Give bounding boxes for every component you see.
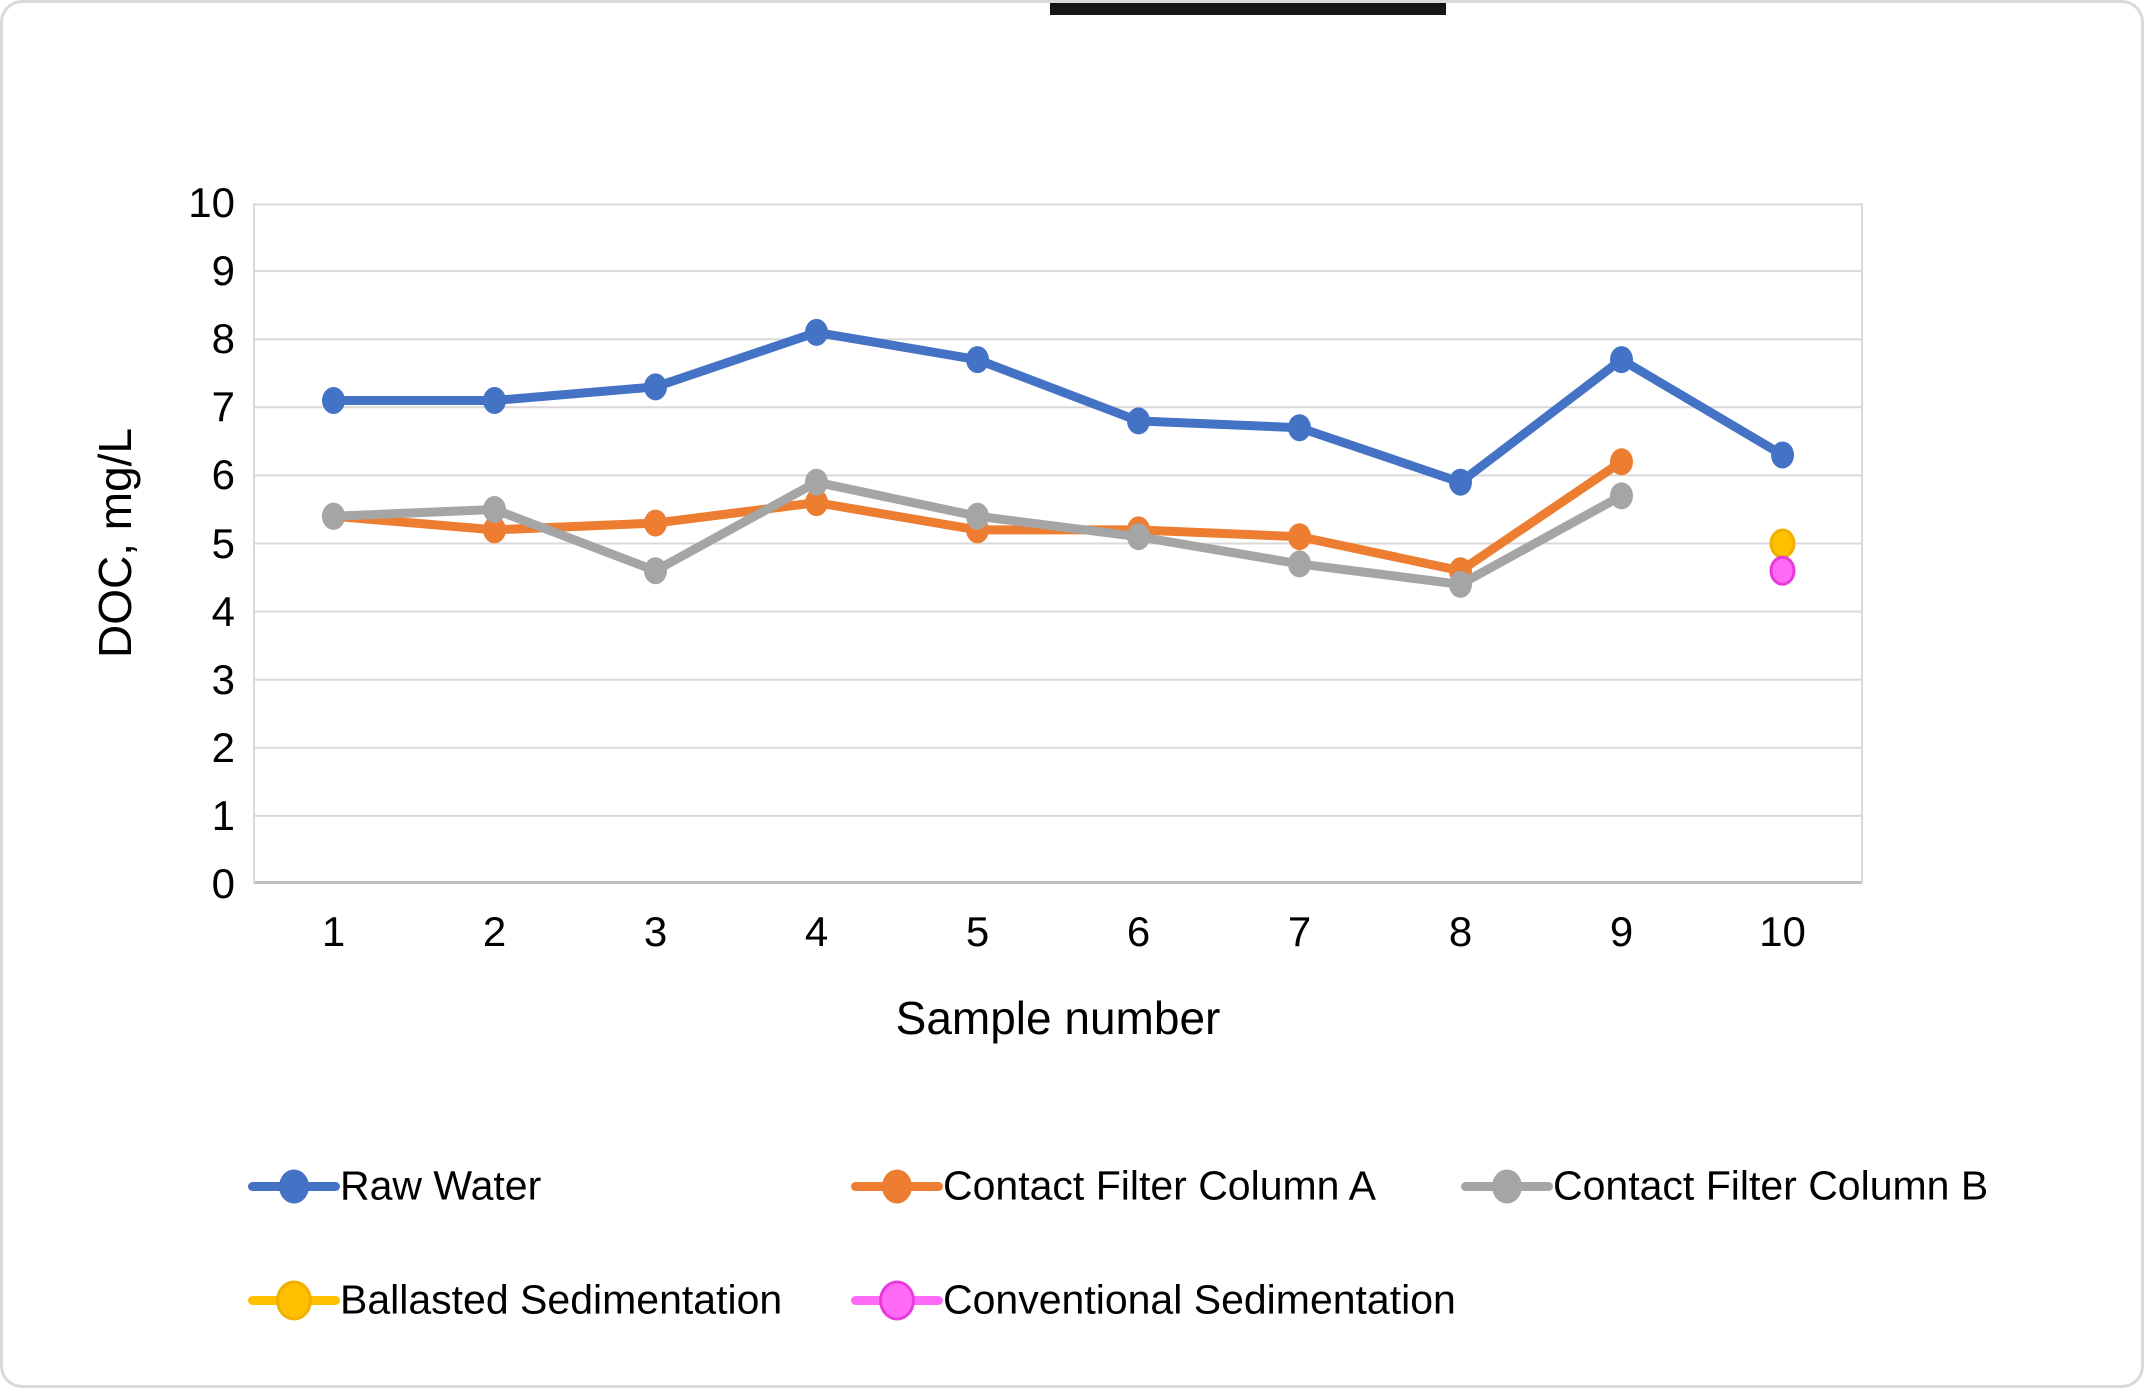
legend-item: Conventional Sedimentation bbox=[851, 1277, 1456, 1324]
data-point-marker bbox=[1127, 407, 1150, 435]
data-point-marker bbox=[322, 386, 345, 414]
data-point-marker bbox=[644, 373, 667, 401]
data-point-marker bbox=[483, 495, 506, 523]
data-point-marker bbox=[1449, 570, 1472, 598]
window-edge-artifact bbox=[1050, 3, 1446, 15]
y-tick-label: 1 bbox=[211, 791, 235, 839]
data-point-marker bbox=[1610, 482, 1633, 510]
y-tick-label: 8 bbox=[211, 315, 235, 363]
data-point-marker bbox=[1769, 528, 1796, 559]
data-point-marker bbox=[805, 468, 828, 496]
legend-marker-icon bbox=[1461, 1168, 1553, 1204]
data-point-marker bbox=[1610, 448, 1633, 476]
x-tick-label: 10 bbox=[1759, 908, 1806, 955]
y-tick-label: 3 bbox=[211, 655, 235, 703]
legend-item: Contact Filter Column B bbox=[1461, 1163, 1988, 1210]
y-tick-label: 5 bbox=[211, 519, 235, 567]
x-tick-label: 3 bbox=[643, 908, 668, 955]
y-tick-label: 10 bbox=[188, 179, 235, 226]
legend-marker-icon bbox=[851, 1168, 943, 1204]
data-point-marker bbox=[322, 502, 345, 530]
data-point-marker bbox=[1288, 523, 1311, 551]
legend-label: Conventional Sedimentation bbox=[943, 1276, 1456, 1323]
legend-marker-icon bbox=[248, 1280, 340, 1320]
data-point-marker bbox=[1449, 468, 1472, 496]
legend-label: Raw Water bbox=[340, 1162, 542, 1209]
x-tick-label: 5 bbox=[965, 908, 990, 955]
data-point-marker bbox=[1610, 346, 1633, 374]
data-point-marker bbox=[644, 509, 667, 537]
x-tick-label: 2 bbox=[482, 908, 507, 955]
legend-item: Contact Filter Column A bbox=[851, 1163, 1376, 1210]
legend-label: Contact Filter Column B bbox=[1553, 1162, 1989, 1209]
x-tick-label: 9 bbox=[1609, 908, 1634, 955]
x-tick-label: 4 bbox=[804, 908, 829, 955]
data-point-marker bbox=[805, 489, 828, 517]
series-line bbox=[329, 327, 1787, 487]
data-point-marker bbox=[483, 516, 506, 544]
x-axis-title: Sample number bbox=[895, 992, 1221, 1044]
y-tick-label: 6 bbox=[211, 451, 235, 499]
y-tick-label: 2 bbox=[211, 723, 235, 771]
data-point-marker bbox=[966, 346, 989, 374]
y-tick-label: 0 bbox=[211, 860, 235, 907]
data-point-marker bbox=[1288, 414, 1311, 442]
data-point-marker bbox=[966, 502, 989, 530]
x-tick-label: 1 bbox=[321, 908, 346, 955]
x-tick-label: 6 bbox=[1126, 908, 1151, 955]
data-point-marker bbox=[1771, 441, 1794, 469]
legend-item: Ballasted Sedimentation bbox=[248, 1277, 782, 1324]
x-tick-label: 8 bbox=[1448, 908, 1473, 955]
x-tick-label: 7 bbox=[1287, 908, 1312, 955]
data-point-marker bbox=[483, 386, 506, 414]
data-point-marker bbox=[644, 557, 667, 585]
data-point-marker bbox=[1769, 555, 1796, 586]
legend-marker-icon bbox=[851, 1280, 943, 1320]
data-point-marker bbox=[1288, 550, 1311, 578]
y-tick-label: 4 bbox=[211, 587, 235, 635]
data-point-marker bbox=[805, 318, 828, 346]
legend-marker-icon bbox=[248, 1168, 340, 1204]
y-tick-label: 9 bbox=[211, 247, 235, 295]
plot-area bbox=[253, 203, 1863, 884]
legend-label: Ballasted Sedimentation bbox=[340, 1276, 783, 1323]
legend-item: Raw Water bbox=[248, 1163, 541, 1210]
y-tick-label: 7 bbox=[211, 383, 235, 431]
legend-label: Contact Filter Column A bbox=[943, 1162, 1376, 1209]
data-point-marker bbox=[1127, 523, 1150, 551]
doc-line-chart-svg bbox=[253, 203, 1863, 884]
